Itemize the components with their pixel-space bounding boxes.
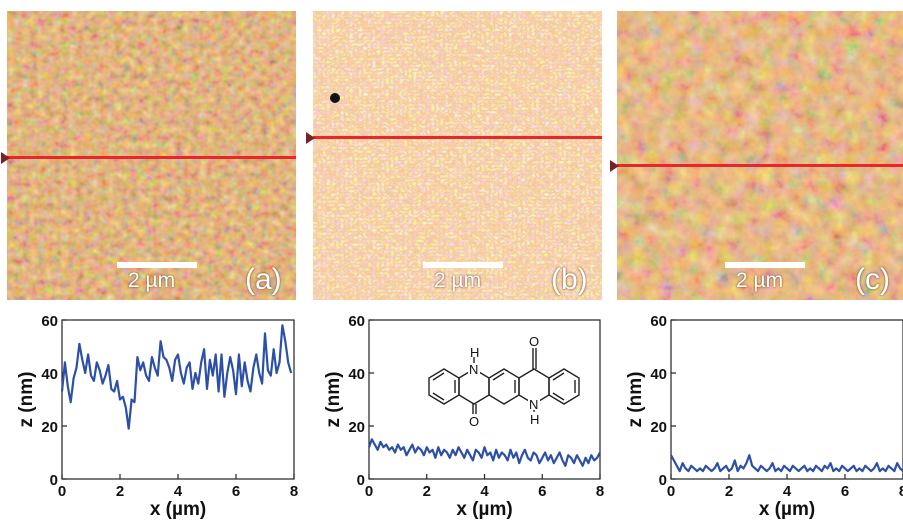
y-tick-label: 20 [650,419,667,436]
plot-frame [61,319,295,480]
atom-o-top: O [529,334,539,349]
height-profile-trace [367,438,601,467]
atom-n-top: N [469,362,478,377]
x-tick-label: 4 [174,483,183,500]
x-tick-label: 0 [58,483,66,500]
x-axis-label: x (µm) [150,499,206,520]
y-axis-label: z (nm) [16,372,37,428]
panel-label-a: (a) [245,263,282,296]
y-tick-label: 40 [41,366,58,383]
height-profile-svg-c: 0 20 40 60 0 2 4 6 8 x (µm) z (nm) [625,313,903,520]
y-tick-label: 60 [348,313,365,330]
x-tick-label: 6 [232,483,240,500]
y-tick-label: 0 [357,472,365,489]
afm-image-b: 2 µm (b) [313,11,602,300]
plot-frame [670,319,903,480]
x-tick-label: 2 [423,483,431,500]
afm-texture-c [617,11,903,300]
afm-image-c: 2 µm (c) [617,11,903,300]
x-tick-label: 2 [725,483,733,500]
y-axis-label: z (nm) [323,372,344,428]
profile-line-c [617,164,903,167]
scalebar-label-a: 2 µm [128,269,176,292]
x-tick-label: 8 [596,483,604,500]
y-axis-label: z (nm) [625,372,646,428]
height-profile-trace [670,454,903,473]
panel-label-c: (c) [855,263,890,296]
profile-marker-c [610,160,619,172]
atom-h-top: H [470,345,479,360]
x-tick-label: 2 [116,483,124,500]
x-tick-label: 8 [290,483,298,500]
height-profile-trace [60,324,293,430]
atom-h-bottom: H [530,412,539,427]
y-tick-label: 0 [659,472,667,489]
profile-marker-b [306,132,315,144]
profile-line-a [7,156,296,159]
scalebar-b [423,262,503,268]
profile-line-b [313,136,602,139]
x-axis-label: x (µm) [456,499,512,520]
afm-image-a: 2 µm (a) [7,11,296,300]
y-tick-label: 20 [348,419,365,436]
afm-texture-a [7,11,296,300]
x-tick-label: 0 [365,483,373,500]
y-tick-label: 40 [650,366,667,383]
scalebar-label-c: 2 µm [736,269,784,292]
y-tick-label: 20 [41,419,58,436]
x-tick-label: 6 [538,483,546,500]
molecule-structure-inset: H N O O N H [414,316,600,430]
height-profile-chart-c: 0 20 40 60 0 2 4 6 8 x (µm) z (nm) [610,305,903,520]
afm-texture-b [313,11,602,300]
y-tick-label: 60 [41,313,58,330]
scalebar-label-b: 2 µm [434,269,482,292]
x-tick-label: 0 [667,483,675,500]
y-tick-label: 0 [50,472,58,489]
panel-label-b: (b) [551,263,588,296]
y-tick-label: 60 [650,313,667,330]
quinacridone-structure: H N O O N H [428,334,580,429]
y-tick-label: 40 [348,366,365,383]
height-profile-svg-a: 0 20 40 60 0 2 4 6 8 x (µm) z (nm) [16,313,298,520]
atom-o-bottom: O [469,414,479,429]
x-tick-label: 6 [841,483,849,500]
x-axis-label: x (µm) [759,499,815,520]
height-profile-chart-a: 0 20 40 60 0 2 4 6 8 x (µm) z (nm) [0,305,300,520]
scalebar-c [725,262,805,268]
atom-n-bottom: N [529,397,538,412]
x-tick-label: 8 [899,483,903,500]
scalebar-a [117,262,197,268]
x-tick-label: 4 [480,483,489,500]
x-tick-label: 4 [783,483,792,500]
profile-marker-a [1,152,10,164]
